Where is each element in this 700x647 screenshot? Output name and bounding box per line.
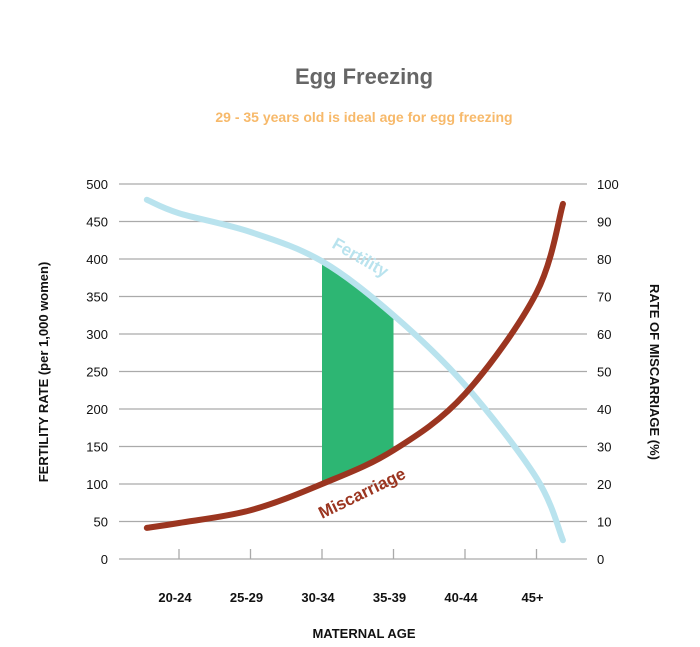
y-axis-label: FERTILITY RATE (per 1,000 women): [36, 262, 51, 483]
y-tick-label: 500: [86, 177, 108, 192]
y2-tick-label: 30: [597, 440, 611, 455]
y2-tick-label: 10: [597, 515, 611, 530]
y-tick-label: 400: [86, 252, 108, 267]
x-axis-label: MATERNAL AGE: [312, 626, 415, 641]
y2-tick-label: 0: [597, 552, 604, 567]
y-tick-label: 100: [86, 477, 108, 492]
y-tick-label: 50: [94, 515, 108, 530]
y2-tick-label: 80: [597, 252, 611, 267]
y-tick-label: 0: [101, 552, 108, 567]
y2-tick-label: 90: [597, 215, 611, 230]
y2-tick-label: 60: [597, 327, 611, 342]
x-tick-label: 40-44: [444, 590, 478, 605]
series-line-fertility: [143, 196, 566, 544]
chart-title: Egg Freezing: [295, 64, 433, 89]
y-tick-label: 200: [86, 402, 108, 417]
highlight-area: [322, 261, 394, 484]
x-tick-label: 45+: [521, 590, 543, 605]
y2-tick-label: 70: [597, 290, 611, 305]
y2-tick-label: 50: [597, 365, 611, 380]
chart-subtitle: 29 - 35 years old is ideal age for egg f…: [215, 109, 512, 125]
y2-tick-label: 100: [597, 177, 619, 192]
y2-tick-label: 40: [597, 402, 611, 417]
y2-tick-label: 20: [597, 477, 611, 492]
y2-axis-label: RATE OF MISCARRIAGE (%): [647, 284, 662, 460]
x-tick-label: 20-24: [158, 590, 192, 605]
x-tick-label: 35-39: [373, 590, 406, 605]
y-tick-label: 150: [86, 440, 108, 455]
y-tick-label: 250: [86, 365, 108, 380]
y-tick-label: 350: [86, 290, 108, 305]
y-tick-label: 450: [86, 215, 108, 230]
y-tick-label: 300: [86, 327, 108, 342]
x-tick-label: 30-34: [301, 590, 335, 605]
x-tick-label: 25-29: [230, 590, 263, 605]
series-line-miscarriage: [143, 200, 566, 531]
